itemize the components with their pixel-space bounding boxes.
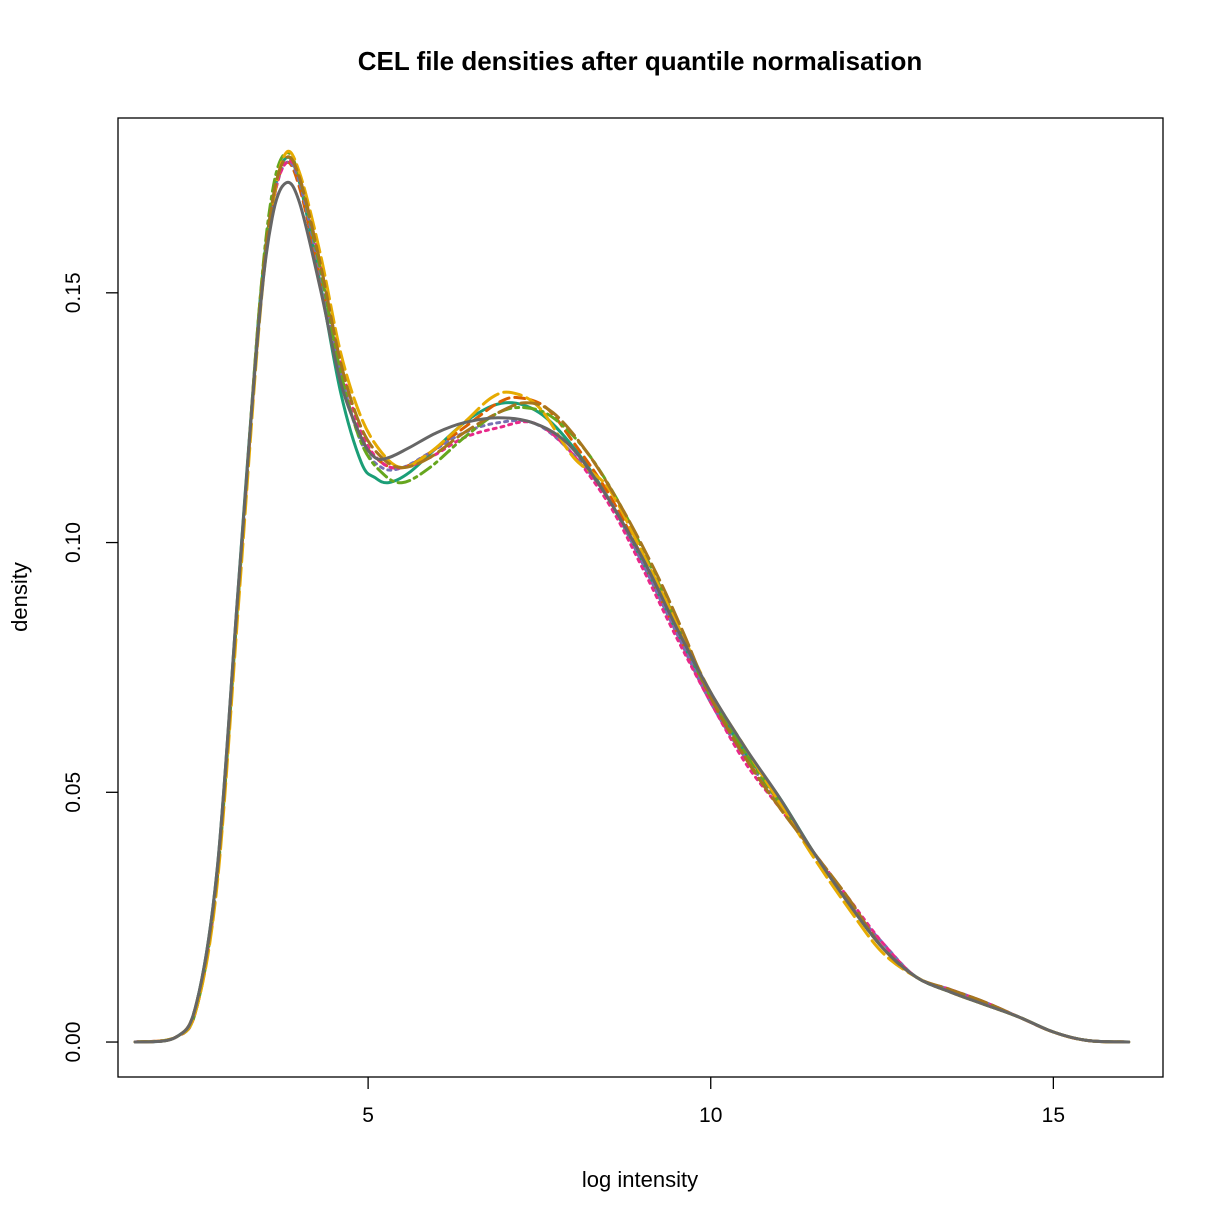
- x-axis: 5 10 15: [362, 1077, 1065, 1127]
- y-axis: 0.00 0.05 0.10 0.15: [62, 272, 118, 1062]
- density-series-7: [133, 155, 1131, 1044]
- y-tick-label: 0.00: [62, 1022, 85, 1063]
- chart-title: CEL file densities after quantile normal…: [358, 46, 922, 76]
- y-tick-label: 0.10: [62, 522, 85, 563]
- x-tick-label: 15: [1042, 1104, 1065, 1127]
- y-tick-label: 0.05: [62, 772, 85, 813]
- x-axis-label: log intensity: [582, 1167, 698, 1192]
- series-layer: [133, 149, 1131, 1044]
- y-axis-label: density: [7, 562, 32, 632]
- x-tick-label: 10: [699, 1104, 722, 1127]
- x-tick-label: 5: [362, 1104, 374, 1127]
- density-series-8: [133, 180, 1131, 1044]
- y-tick-label: 0.15: [62, 272, 85, 313]
- plot-frame: [117, 117, 1164, 1078]
